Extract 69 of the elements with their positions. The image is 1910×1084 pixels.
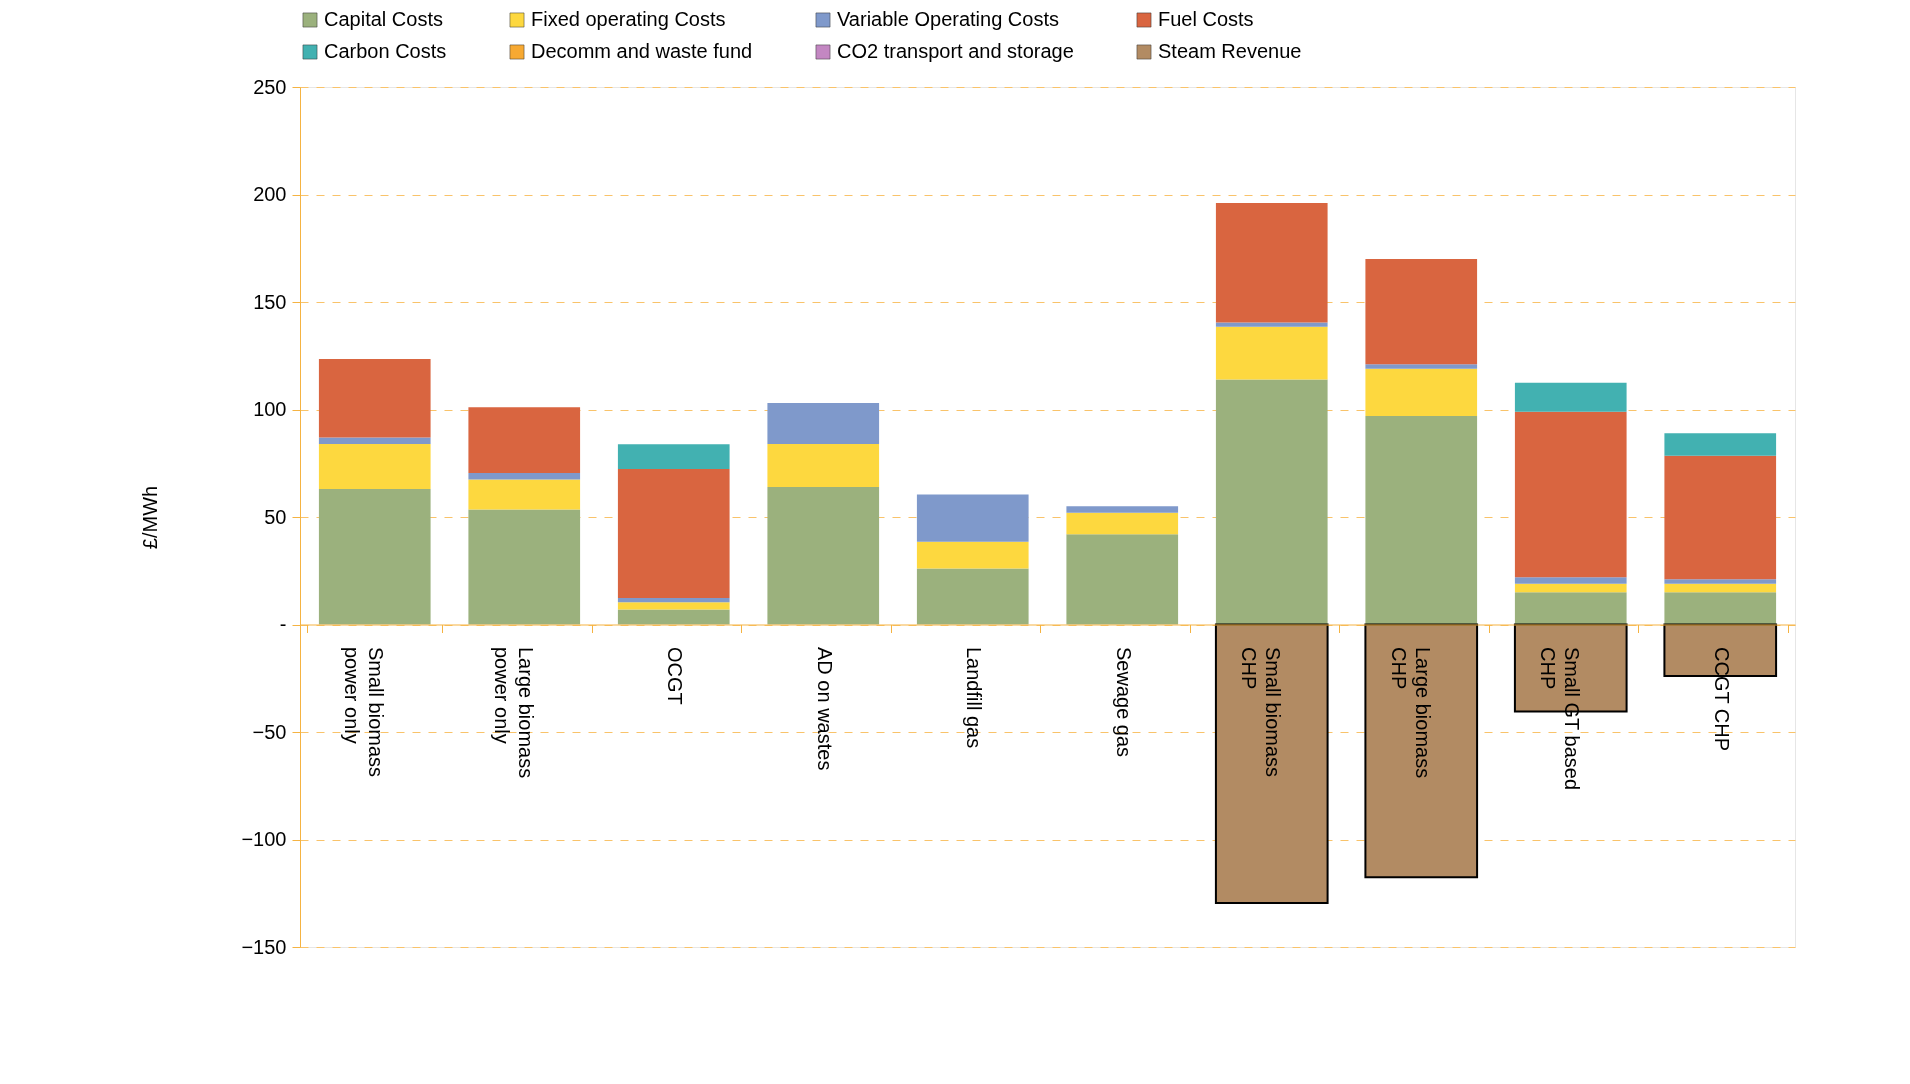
bar: [1066, 506, 1179, 513]
bar: [1365, 259, 1478, 365]
x-tick-label: CCGT CHP: [1710, 647, 1733, 752]
bar: [617, 598, 730, 603]
bar: [1664, 592, 1777, 625]
bar: [1215, 203, 1328, 323]
y-tick-label: −150: [241, 935, 287, 958]
bar: [1214, 623, 1329, 904]
bar: [468, 472, 581, 480]
x-tick-label: Small biomass power only: [341, 647, 388, 778]
bar: [1066, 534, 1179, 625]
x-tick-label: Landfill gas: [963, 647, 986, 749]
x-tick-label: Small biomass CHP: [1238, 647, 1285, 778]
y-tick-label: -: [279, 613, 287, 635]
bar: [1365, 368, 1478, 416]
bar: [1664, 579, 1777, 584]
legend-label: Variable Operating Costs: [837, 8, 1059, 30]
legend-label: Decomm and waste fund: [531, 40, 753, 62]
bar: [1364, 623, 1479, 879]
bar: [1514, 411, 1627, 578]
bar: [767, 443, 880, 487]
legend-label: Fuel Costs: [1158, 8, 1254, 30]
x-tick-label: AD on wastes: [813, 647, 836, 771]
bar: [1664, 433, 1777, 456]
legend-label: CO2 transport and storage: [837, 40, 1074, 62]
bar: [1365, 364, 1478, 369]
bar: [916, 568, 1029, 625]
bar: [468, 479, 581, 510]
y-tick-label: 200: [253, 183, 287, 205]
bar: [318, 437, 431, 444]
bar: [916, 541, 1029, 569]
y-tick-label: 150: [253, 290, 287, 313]
bar: [1514, 583, 1627, 593]
y-axis-title: £/MWh: [139, 485, 162, 550]
bar: [1664, 583, 1777, 593]
bar: [617, 602, 730, 610]
legend-label: Capital Costs: [324, 8, 443, 30]
x-tick-label: OCGT: [664, 647, 687, 705]
bar: [318, 443, 431, 490]
bar: [1514, 592, 1627, 625]
bar: [617, 469, 730, 599]
bar: [468, 509, 581, 625]
bar: [767, 403, 880, 444]
bar: [1215, 326, 1328, 380]
x-tick-label: Sewage gas: [1112, 647, 1135, 758]
y-tick-label: 100: [253, 398, 287, 420]
bar: [1365, 415, 1478, 625]
y-tick-label: −50: [252, 720, 287, 743]
y-tick-label: 50: [264, 505, 287, 528]
legend-label: Steam Revenue: [1158, 40, 1302, 62]
y-tick-label: −100: [241, 828, 287, 850]
bar: [767, 486, 880, 625]
bar: [916, 494, 1029, 542]
x-tick-label: Large biomass CHP: [1387, 647, 1434, 779]
bar: [318, 358, 431, 438]
bar: [617, 609, 730, 625]
bar: [1514, 382, 1627, 412]
bar: [1215, 379, 1328, 625]
y-tick-label: 250: [253, 75, 287, 98]
bar: [318, 489, 431, 625]
bar: [617, 444, 730, 470]
x-tick-label: Large biomass power only: [490, 647, 537, 779]
legend-label: Carbon Costs: [324, 40, 447, 62]
bar: [1664, 455, 1777, 580]
bar: [1066, 512, 1179, 535]
bar: [1215, 322, 1328, 327]
bar: [468, 407, 581, 473]
bar: [1514, 577, 1627, 584]
legend-label: Fixed operating Costs: [531, 8, 726, 30]
